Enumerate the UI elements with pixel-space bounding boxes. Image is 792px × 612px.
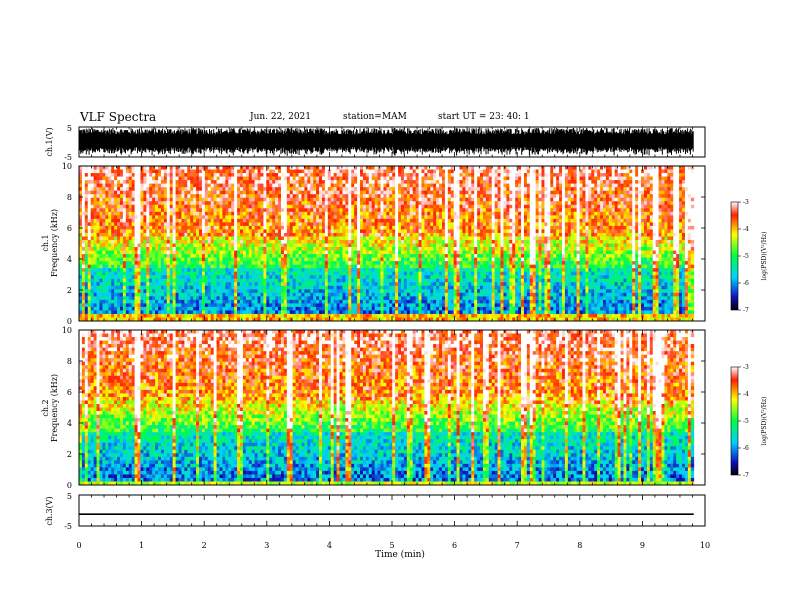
ch3-waveform-background (79, 495, 705, 526)
ch1-colorbar-tick-label: -6 (743, 280, 749, 287)
ch2-colorbar (730, 366, 739, 476)
x-tick-label: 5 (389, 541, 394, 550)
ch1-channel-label: ch.1 (41, 234, 50, 251)
ch2-colorbar-tick-label: -6 (743, 445, 749, 452)
ch1-colorbar-tick-label: -3 (743, 199, 749, 206)
ch2-colorbar-tick-label: -3 (743, 364, 749, 371)
x-tick-label: 1 (139, 541, 144, 550)
ch2-colorbar-tick-label: -4 (743, 391, 749, 398)
ch2-ytick-label: 6 (67, 388, 72, 397)
x-tick-label: 10 (700, 541, 710, 550)
start-time-label: start UT = 23: 40: 1 (438, 112, 530, 122)
ch2-colorbar-label: log(PSD)(V²/Hz) (761, 397, 768, 446)
ch1-waveform-trace (79, 128, 694, 156)
ch1-ytick-label: 10 (62, 162, 72, 171)
ch1-ytick-bottom: -5 (64, 153, 72, 162)
ch2-ytick-label: 10 (62, 326, 72, 335)
ch2-colorbar-tick-label: -7 (743, 472, 749, 479)
ch2-spectrogram-image (79, 330, 695, 486)
ch2-frequency-ylabel: Frequency (kHz) (50, 374, 59, 442)
ch1-colorbar-tick-label: -7 (743, 307, 749, 314)
date-label: Jun. 22, 2021 (250, 112, 312, 122)
ch1-colorbar (730, 201, 739, 311)
ch1-ytick-label: 6 (67, 224, 72, 233)
ch1-colorbar-label: log(PSD)(V²/Hz) (761, 232, 768, 281)
ch2-ytick-label: 8 (67, 357, 72, 366)
x-tick-label: 4 (327, 541, 332, 550)
ch2-ytick-label: 0 (67, 481, 72, 490)
ch2-channel-label: ch.2 (41, 399, 50, 416)
station-label: station=MAM (343, 112, 407, 122)
x-tick-label: 3 (264, 541, 269, 550)
ch3-waveform-panel: 5 -5 ch.3(V) (45, 492, 706, 531)
ch1-spectrogram-image (79, 166, 695, 322)
x-tick-label: 7 (515, 541, 520, 550)
x-axis-label: Time (min) (375, 549, 425, 560)
ch2-ytick-label: 4 (67, 419, 72, 428)
ch1-ytick-top: 5 (67, 124, 72, 133)
ch1-ytick-label: 0 (67, 317, 72, 326)
x-tick-label: 2 (202, 541, 207, 550)
ch1-waveform-panel: 5 -5 ch.1(V) (45, 124, 706, 162)
x-tick-label: 6 (452, 541, 457, 550)
ch3-ytick-bottom: -5 (64, 522, 72, 531)
x-tick-label: 9 (640, 541, 645, 550)
figure-title: VLF Spectra (80, 110, 157, 124)
x-tick-label: 8 (577, 541, 582, 550)
ch1-frequency-ylabel: Frequency (kHz) (50, 209, 59, 277)
ch2-ytick-label: 2 (67, 450, 72, 459)
ch1-colorbar-tick-label: -5 (743, 253, 749, 260)
ch3-ytick-top: 5 (67, 492, 72, 501)
x-tick-label: 0 (76, 541, 81, 550)
ch1-ytick-label: 4 (67, 255, 72, 264)
ch1-ytick-label: 2 (67, 286, 72, 295)
ch3-waveform-ylabel: ch.3(V) (45, 496, 54, 525)
ch1-waveform-ylabel: ch.1(V) (45, 127, 54, 156)
ch1-ytick-label: 8 (67, 193, 72, 202)
ch2-colorbar-tick-label: -5 (743, 418, 749, 425)
ch1-colorbar-tick-label: -4 (743, 226, 749, 233)
